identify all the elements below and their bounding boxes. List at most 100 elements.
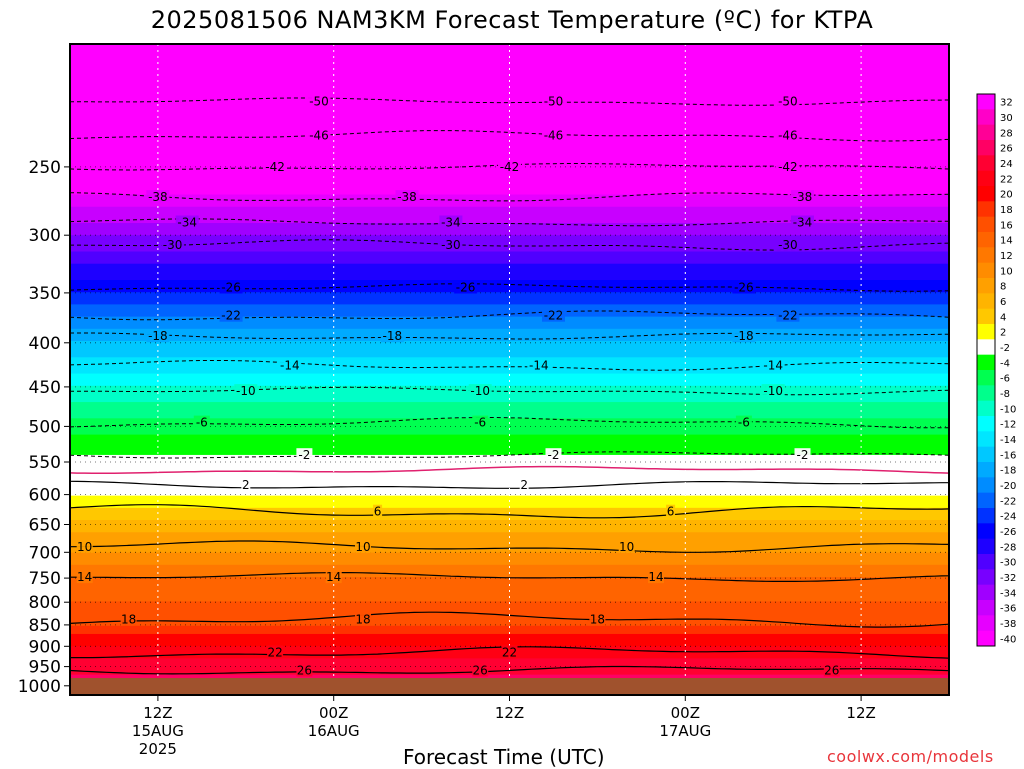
contour-label: -38 (397, 190, 417, 204)
temperature-band (70, 328, 949, 334)
x-tick-label: 15AUG (132, 722, 184, 740)
contour-label-bg (776, 128, 800, 142)
colorbar-swatch (977, 554, 995, 570)
y-tick-label: 900 (29, 637, 61, 657)
temperature-band (70, 125, 949, 131)
temperature-band (70, 243, 949, 249)
contour-label: -14 (763, 359, 783, 373)
temperature-band (70, 178, 949, 183)
y-tick-label: 600 (29, 486, 61, 506)
contour-label: 10 (77, 540, 92, 554)
x-tick-label: 2025 (139, 740, 177, 758)
temperature-band (70, 638, 949, 643)
temperature-band (70, 113, 949, 118)
contour-label: -50 (544, 95, 564, 109)
contour-label: 26 (297, 664, 312, 678)
contour-label: 18 (355, 613, 370, 627)
contour-label: -2 (797, 448, 809, 462)
temperature-band (70, 68, 949, 74)
contour-label-bg (175, 215, 199, 229)
x-tick-label: 16AUG (308, 722, 360, 740)
colorbar-label: -16 (1000, 450, 1016, 461)
contour-label-bg (263, 159, 287, 173)
temperature-band (70, 658, 949, 664)
y-tick-label: 650 (29, 516, 61, 536)
contour-label: -6 (738, 416, 750, 430)
colorbar-label: 14 (1000, 236, 1013, 247)
contour-label-bg (501, 645, 518, 659)
colorbar-label: -22 (1000, 496, 1016, 507)
contour-label-bg (120, 612, 137, 626)
temperature-band (70, 483, 949, 489)
contour-label-bg (498, 159, 521, 173)
contour-label: -2 (548, 448, 560, 462)
contour-label-bg (776, 159, 800, 173)
temperature-band (70, 511, 949, 517)
colorbar-swatch (977, 262, 995, 279)
contour-label-bg (776, 308, 800, 322)
temperature-band (70, 532, 949, 537)
temperature-band (70, 64, 949, 70)
temperature-band (70, 674, 949, 680)
contour-label-bg (735, 415, 752, 429)
x-tick-label: 12Z (846, 704, 875, 722)
contour-label: 14 (648, 570, 663, 584)
colorbar-label: -36 (1000, 604, 1016, 615)
colorbar-label: 20 (1000, 190, 1013, 201)
contour-label-bg (732, 280, 756, 294)
temperature-band (70, 422, 949, 428)
colorbar-swatch (977, 293, 995, 310)
temperature-band (70, 153, 949, 159)
temperature-band (70, 418, 949, 423)
contour-label-bg (732, 329, 756, 343)
contour-label: -30 (778, 238, 798, 252)
temperature-band (70, 251, 949, 257)
contour-label-bg (241, 478, 251, 492)
contour-label: -22 (221, 309, 241, 323)
colorbar-label: 32 (1000, 98, 1013, 109)
y-tick-label: 550 (29, 453, 61, 473)
contour-label: -14 (529, 359, 549, 373)
colorbar-label: -38 (1000, 619, 1016, 630)
temperature-band (70, 320, 949, 326)
contour-label: 2 (520, 478, 528, 492)
temperature-band (70, 544, 949, 550)
credit-link[interactable]: coolwx.com/models (827, 747, 994, 766)
contour-label-bg (146, 329, 170, 343)
colorbar-swatch (977, 370, 995, 386)
colorbar-swatch (977, 615, 995, 632)
temperature-band (70, 231, 949, 236)
colorbar-label: 4 (1000, 312, 1006, 323)
colorbar-label: -34 (1000, 588, 1016, 599)
contour-label: -26 (221, 281, 241, 295)
colorbar-swatch (977, 569, 995, 586)
colorbar-label: 28 (1000, 128, 1013, 139)
contour-label-bg (234, 384, 258, 398)
temperature-band (70, 369, 949, 375)
temperature-band (70, 80, 949, 86)
temperature-band (70, 568, 949, 574)
temperature-band (70, 467, 949, 472)
temperature-band (70, 52, 949, 57)
temperature-band (70, 548, 949, 554)
x-tick-label: 00Z (671, 704, 700, 722)
temperature-band (70, 491, 949, 497)
contour-label-bg (307, 94, 331, 108)
y-tick-label: 700 (29, 543, 61, 563)
contour-label: -34 (177, 216, 197, 230)
contour-label-bg (296, 663, 313, 677)
temperature-band (70, 44, 949, 49)
temperature-band (70, 662, 949, 668)
temperature-band (70, 670, 949, 676)
y-tick-label: 750 (29, 569, 61, 589)
contour-label: -18 (382, 329, 402, 343)
colorbar-swatch (977, 385, 995, 402)
temperature-band (70, 357, 949, 362)
temperature-band (70, 227, 949, 232)
colorbar-label: -40 (1000, 634, 1016, 645)
temperature-band (70, 459, 949, 464)
colorbar-swatch (977, 600, 995, 616)
contour-label-bg (267, 645, 284, 659)
colorbar-swatch (977, 308, 995, 325)
